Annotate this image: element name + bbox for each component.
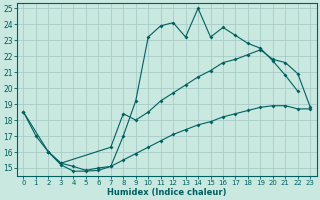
- X-axis label: Humidex (Indice chaleur): Humidex (Indice chaleur): [107, 188, 227, 197]
